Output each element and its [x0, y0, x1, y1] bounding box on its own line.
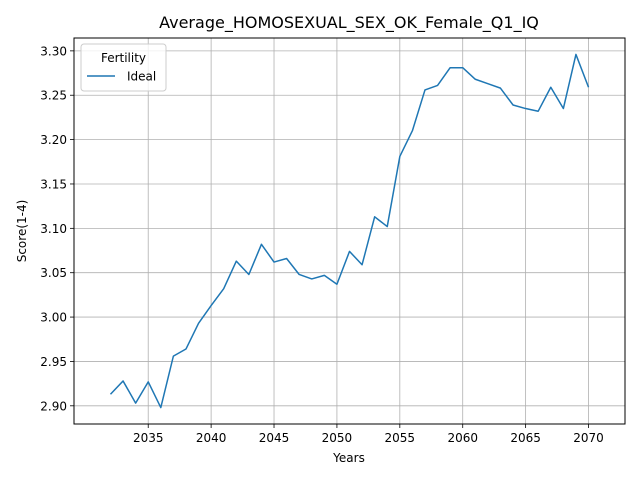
y-tick-label: 2.90 — [40, 399, 67, 413]
x-tick-label: 2040 — [196, 431, 227, 445]
y-tick-label: 3.10 — [40, 222, 67, 236]
x-axis-label: Years — [332, 451, 365, 465]
legend-item-ideal: Ideal — [127, 70, 156, 84]
y-tick-label: 3.05 — [40, 266, 67, 280]
x-tick-label: 2045 — [259, 431, 290, 445]
x-axis-ticks: 2035 2040 2045 2050 2055 2060 2065 2070 — [133, 424, 604, 445]
plot-frame — [73, 37, 626, 425]
legend-box — [80, 43, 167, 92]
legend-title: Fertility — [101, 51, 146, 65]
x-tick-label: 2060 — [447, 431, 478, 445]
y-tick-label: 3.20 — [40, 133, 67, 147]
y-axis-ticks: 2.90 2.95 3.00 3.05 3.10 3.15 3.20 3.25 3.30 — [40, 44, 74, 413]
x-tick-label: 2055 — [385, 431, 416, 445]
x-tick-label: 2035 — [133, 431, 164, 445]
y-tick-label: 3.15 — [40, 177, 67, 191]
y-tick-label: 3.00 — [40, 311, 67, 325]
series-line-ideal — [109, 53, 590, 409]
y-tick-label: 3.30 — [40, 44, 67, 58]
y-tick-label: 3.25 — [40, 89, 67, 103]
chart-title: Average_HOMOSEXUAL_SEX_OK_Female_Q1_IQ — [159, 13, 539, 33]
x-tick-label: 2065 — [510, 431, 541, 445]
x-tick-label: 2050 — [322, 431, 353, 445]
y-tick-label: 2.95 — [40, 355, 67, 369]
legend: Fertility Ideal — [80, 43, 167, 92]
y-axis-label: Score(1-4) — [15, 200, 29, 263]
x-tick-label: 2070 — [573, 431, 604, 445]
grid-lines — [74, 38, 625, 424]
series-lines — [109, 53, 590, 409]
